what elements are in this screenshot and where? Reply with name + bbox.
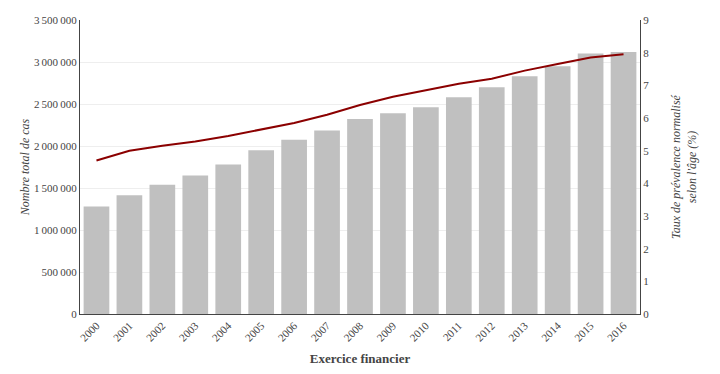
svg-text:Exercice financier: Exercice financier — [310, 351, 411, 366]
svg-text:Nombre total de cas: Nombre total de cas — [18, 118, 32, 216]
svg-text:0: 0 — [643, 308, 649, 320]
svg-text:3 500 000: 3 500 000 — [34, 14, 77, 26]
svg-text:0: 0 — [71, 308, 77, 320]
svg-text:2 500 000: 2 500 000 — [34, 98, 77, 110]
svg-text:3 000 000: 3 000 000 — [34, 56, 77, 68]
svg-text:2016: 2016 — [605, 319, 629, 343]
svg-text:6: 6 — [643, 112, 649, 124]
svg-text:7: 7 — [643, 79, 649, 91]
svg-text:2003: 2003 — [177, 319, 201, 343]
svg-text:9: 9 — [643, 14, 649, 26]
svg-text:2011: 2011 — [440, 320, 464, 344]
svg-text:5: 5 — [643, 145, 649, 157]
svg-text:2007: 2007 — [308, 319, 332, 343]
svg-text:4: 4 — [643, 177, 649, 189]
svg-text:1: 1 — [643, 275, 649, 287]
svg-text:500 000: 500 000 — [42, 266, 78, 278]
svg-text:2015: 2015 — [572, 319, 596, 343]
svg-text:2008: 2008 — [341, 319, 365, 343]
svg-text:2009: 2009 — [374, 319, 398, 343]
svg-text:2005: 2005 — [242, 319, 266, 343]
svg-text:2 000 000: 2 000 000 — [34, 140, 77, 152]
svg-text:2014: 2014 — [539, 319, 563, 343]
svg-text:2006: 2006 — [275, 319, 299, 343]
svg-text:2001: 2001 — [111, 320, 135, 344]
svg-text:Taux de prévalence normalisése: Taux de prévalence normaliséselon l'âge … — [669, 94, 699, 239]
svg-text:8: 8 — [643, 47, 649, 59]
svg-text:2004: 2004 — [210, 319, 234, 343]
svg-text:3: 3 — [643, 210, 649, 222]
svg-text:2013: 2013 — [506, 319, 530, 343]
svg-text:2010: 2010 — [407, 319, 431, 343]
svg-text:1 500 000: 1 500 000 — [34, 182, 77, 194]
svg-text:2000: 2000 — [78, 319, 102, 343]
svg-text:1 000 000: 1 000 000 — [34, 224, 77, 236]
svg-text:2012: 2012 — [473, 320, 497, 344]
svg-text:2002: 2002 — [144, 320, 168, 344]
svg-text:2: 2 — [643, 243, 649, 255]
